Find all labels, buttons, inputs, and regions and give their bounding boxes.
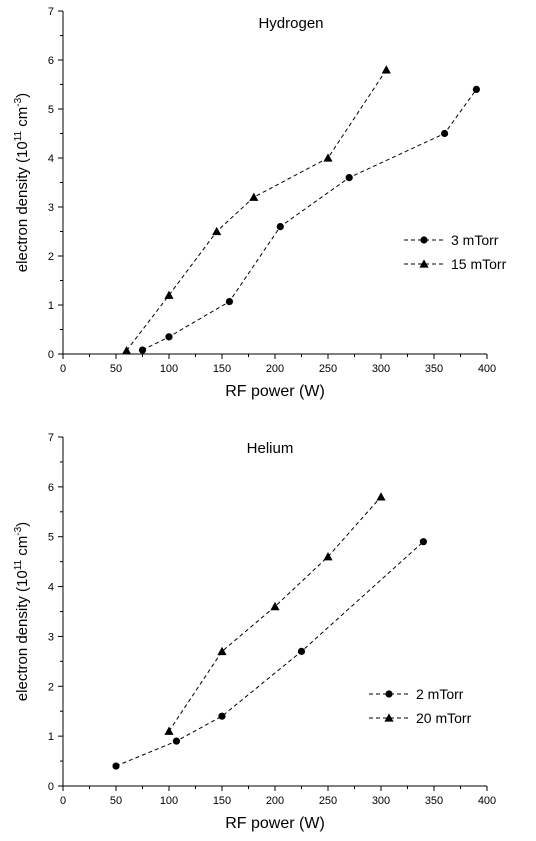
data-point [164, 726, 174, 735]
data-point [212, 226, 222, 236]
data-point [225, 297, 234, 306]
x-tick-label: 100 [160, 795, 178, 807]
y-tick-label: 3 [48, 202, 54, 214]
chart-1: 0 50 100 150 200 250 300 350 400 0 1 2 3 4 5 6 7 Helium RF… [13, 432, 496, 832]
x-tick-label: 350 [425, 363, 443, 375]
legend-entry: 15 mTorr [404, 256, 507, 272]
data-point [276, 223, 284, 231]
y-tick-label: 5 [48, 532, 54, 544]
data-point [419, 538, 427, 546]
data-point [323, 552, 333, 561]
x-tick-label: 0 [60, 363, 66, 375]
chart-0: 0 50 100 150 200 250 300 350 400 0 1 2 3 4 5 6 7 Hydrogen… [13, 6, 507, 400]
chart-title: Hydrogen [258, 15, 323, 32]
x-axis-label: RF power (W) [225, 383, 325, 400]
y-tick-label: 7 [48, 432, 54, 444]
data-point [420, 236, 428, 244]
data-point [172, 737, 181, 745]
series-15-mtorr [122, 65, 391, 355]
y-axis-label: electron density (1011 cm-3) [13, 522, 31, 701]
data-point [384, 713, 394, 722]
data-point [376, 492, 386, 501]
x-tick-label: 300 [372, 363, 390, 375]
data-point [345, 174, 353, 182]
legend-entry: 3 mTorr [404, 232, 499, 248]
legend-label: 2 mTorr [416, 686, 464, 702]
data-point [112, 762, 120, 770]
data-point [323, 153, 333, 162]
series-3-mtorr [138, 85, 480, 354]
chart-title: Helium [247, 440, 294, 457]
x-tick-label: 200 [266, 363, 284, 375]
x-tick-label: 50 [110, 363, 122, 375]
y-tick-label: 1 [48, 300, 54, 312]
x-tick-label: 150 [213, 795, 231, 807]
x-tick-label: 350 [425, 795, 443, 807]
data-point [385, 690, 393, 698]
y-tick-label: 3 [48, 631, 54, 643]
x-tick-label: 250 [319, 363, 337, 375]
data-point [270, 601, 280, 611]
y-tick-label: 4 [48, 153, 54, 165]
data-point [381, 65, 391, 74]
x-tick-label: 400 [478, 795, 496, 807]
data-point [138, 346, 147, 354]
x-axis-label: RF power (W) [225, 815, 325, 832]
x-tick-label: 0 [60, 795, 66, 807]
legend-entry: 20 mTorr [369, 710, 472, 726]
data-point [122, 345, 132, 355]
y-tick-label: 6 [48, 55, 54, 67]
series-2-mtorr [112, 538, 427, 770]
y-tick-label: 2 [48, 251, 54, 263]
data-point [472, 85, 480, 93]
x-tick-label: 400 [478, 363, 496, 375]
data-point [164, 290, 174, 299]
y-tick-label: 5 [48, 104, 54, 116]
x-tick-label: 250 [319, 795, 337, 807]
y-tick-label: 0 [48, 349, 54, 361]
series-line [168, 496, 382, 732]
y-tick-label: 4 [48, 582, 54, 594]
y-tick-label: 2 [48, 681, 54, 693]
x-tick-label: 300 [372, 795, 390, 807]
legend-entry: 2 mTorr [369, 686, 464, 702]
data-point [249, 192, 259, 201]
y-tick-label: 6 [48, 482, 54, 494]
series-line [126, 69, 387, 351]
x-tick-label: 50 [110, 795, 122, 807]
data-point [441, 129, 449, 138]
data-point [419, 259, 429, 268]
y-axis-label: electron density (1011 cm-3) [13, 93, 31, 272]
data-point [218, 712, 226, 720]
x-tick-label: 100 [160, 363, 178, 375]
x-tick-label: 150 [213, 363, 231, 375]
legend-label: 15 mTorr [451, 256, 507, 272]
series-20-mtorr [164, 492, 386, 735]
data-point [165, 333, 173, 341]
series-line [142, 89, 477, 351]
legend-label: 3 mTorr [451, 232, 499, 248]
y-tick-label: 0 [48, 781, 54, 793]
y-tick-label: 7 [48, 6, 54, 18]
legend-label: 20 mTorr [416, 710, 472, 726]
y-tick-label: 1 [48, 731, 54, 743]
series-line [115, 541, 424, 767]
data-point [217, 646, 227, 656]
x-tick-label: 200 [266, 795, 284, 807]
data-point [297, 647, 306, 655]
